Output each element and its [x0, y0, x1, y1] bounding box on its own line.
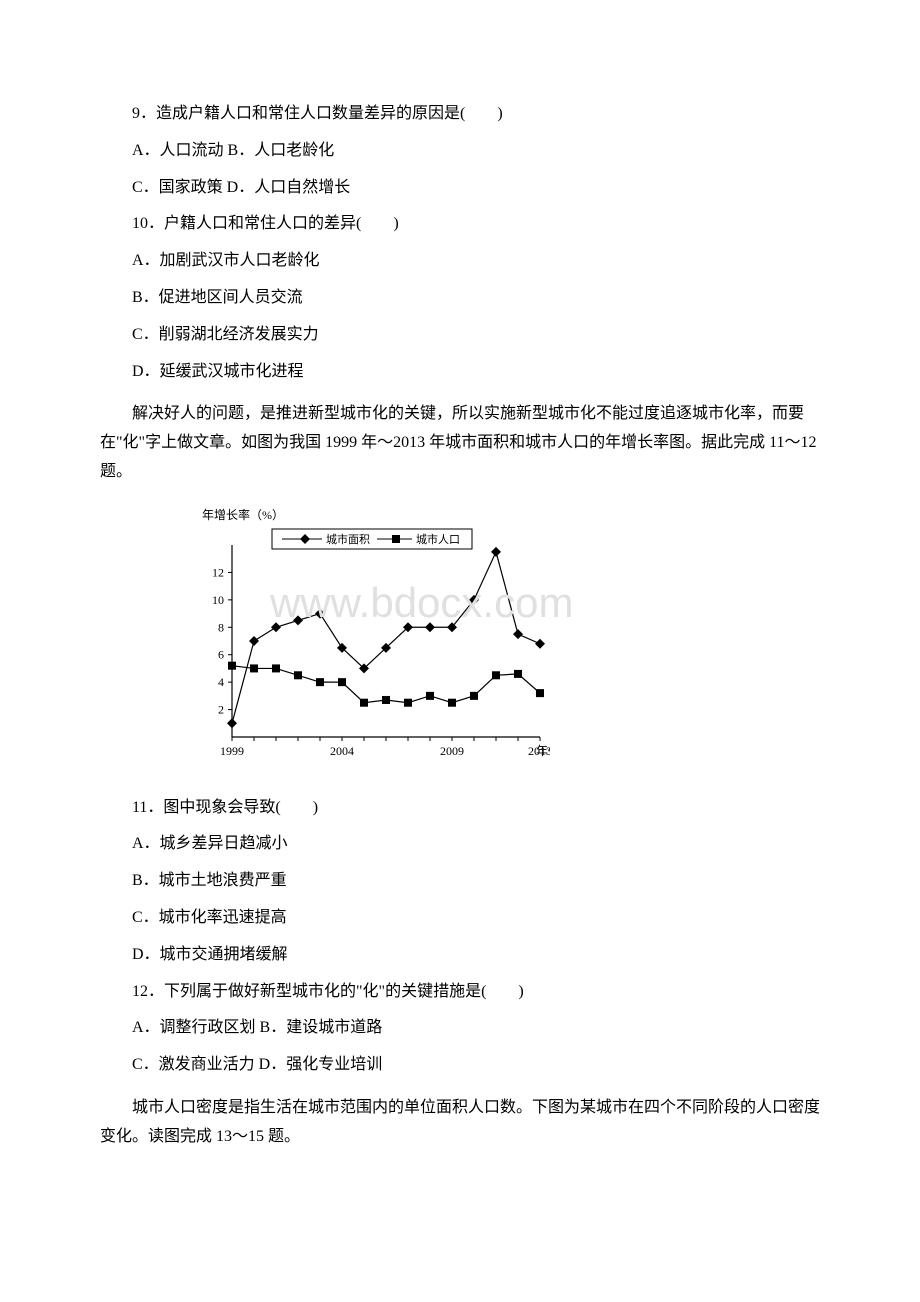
q11-option-b: B．城市土地浪费严重	[100, 867, 820, 896]
svg-text:城市面积: 城市面积	[326, 532, 370, 546]
question-10-text: 10．户籍人口和常住人口的差异( )	[132, 215, 399, 232]
svg-text:4: 4	[218, 675, 224, 689]
question-11: 11．图中现象会导致( )	[100, 794, 820, 823]
q12-option-cd: C．激发商业活力 D．强化专业培训	[100, 1051, 820, 1080]
svg-text:年增长率（%）: 年增长率（%）	[202, 507, 284, 522]
question-9: 9．造成户籍人口和常住人口数量差异的原因是( )	[100, 100, 820, 129]
q9-option-cd: C．国家政策 D．人口自然增长	[100, 174, 820, 203]
svg-text:2004: 2004	[330, 744, 354, 758]
q9-option-ab: A．人口流动 B．人口老龄化	[100, 137, 820, 166]
q11-option-d: D．城市交通拥堵缓解	[100, 941, 820, 970]
svg-text:2009: 2009	[440, 744, 464, 758]
question-9-text: 9．造成户籍人口和常住人口数量差异的原因是( )	[132, 105, 503, 122]
chart-svg: 年增长率（%）城市面积城市人口246810121999200420092013年…	[190, 505, 550, 765]
q12-option-ab: A．调整行政区划 B．建设城市道路	[100, 1014, 820, 1043]
q10-option-b: B．促进地区间人员交流	[100, 284, 820, 313]
question-10: 10．户籍人口和常住人口的差异( )	[100, 210, 820, 239]
paragraph-1: 解决好人的问题，是推进新型城市化的关键，所以实施新型城市化不能过度追逐城市化率，…	[100, 400, 820, 486]
svg-text:6: 6	[218, 647, 224, 661]
q10-option-c: C．削弱湖北经济发展实力	[100, 321, 820, 350]
growth-rate-chart: www.bdocx.com 年增长率（%）城市面积城市人口24681012199…	[190, 505, 820, 776]
svg-text:年份: 年份	[536, 744, 550, 758]
svg-text:城市人口: 城市人口	[416, 532, 460, 546]
svg-text:8: 8	[218, 620, 224, 634]
svg-text:2: 2	[218, 702, 224, 716]
q10-option-a: A．加剧武汉市人口老龄化	[100, 247, 820, 276]
question-11-text: 11．图中现象会导致( )	[132, 799, 318, 816]
q11-option-c: C．城市化率迅速提高	[100, 904, 820, 933]
q11-option-a: A．城乡差异日趋减小	[100, 830, 820, 859]
svg-text:1999: 1999	[220, 744, 244, 758]
question-12: 12．下列属于做好新型城市化的"化"的关键措施是( )	[100, 978, 820, 1007]
question-12-text: 12．下列属于做好新型城市化的"化"的关键措施是( )	[132, 983, 524, 1000]
paragraph-2: 城市人口密度是指生活在城市范围内的单位面积人口数。下图为某城市在四个不同阶段的人…	[100, 1094, 820, 1152]
q10-option-d: D．延缓武汉城市化进程	[100, 358, 820, 387]
svg-text:12: 12	[212, 565, 224, 579]
svg-text:10: 10	[212, 593, 224, 607]
